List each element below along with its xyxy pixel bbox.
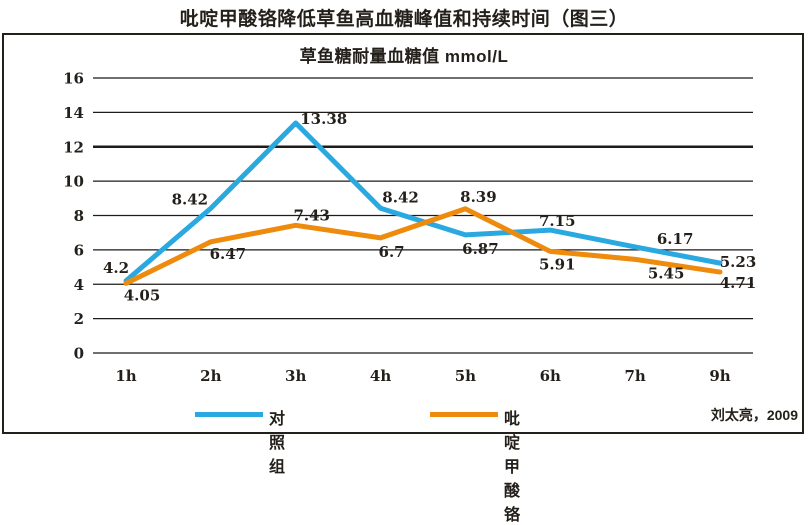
x-axis-label-6h: 6h: [540, 367, 561, 385]
data-label-control-7h: 6.17: [657, 230, 694, 248]
x-axis-label-7h: 7h: [624, 367, 645, 385]
legend-label-treatment: 吡啶甲酸铬: [504, 411, 522, 524]
x-axis-label-4h: 4h: [370, 367, 391, 385]
data-label-treatment-9h: 4.71: [720, 274, 757, 292]
y-tick-label-14: 14: [63, 104, 84, 122]
data-label-treatment-5h: 8.39: [460, 188, 497, 206]
data-label-control-1h: 4.2: [103, 259, 129, 277]
y-tick-label-0: 0: [74, 345, 84, 363]
data-label-control-6h: 7.15: [539, 212, 576, 230]
y-tick-label-8: 8: [74, 207, 84, 225]
data-label-treatment-1h: 4.05: [124, 286, 161, 304]
x-axis-label-9h: 9h: [709, 367, 730, 385]
y-tick-label-12: 12: [63, 138, 84, 156]
chart-frame: [2, 33, 804, 434]
attribution-text: 刘太亮，2009: [710, 407, 798, 423]
y-tick-label-10: 10: [63, 173, 84, 191]
data-label-control-2h: 8.42: [172, 190, 209, 208]
legend-swatch-control: [195, 412, 263, 417]
data-label-control-9h: 5.23: [720, 253, 757, 271]
data-label-treatment-6h: 5.91: [539, 255, 576, 273]
plot-area: 0 2 4 6 8 10 12 14 16 1h 2h 3h 4h 5h 6h 7h 9h 4.2 8.42 13.3…: [63, 70, 757, 386]
legend-swatch-treatment: [430, 412, 498, 417]
data-label-treatment-3h: 7.43: [293, 206, 330, 224]
series-line-treatment: [123, 206, 723, 286]
data-label-treatment-4h: 6.7: [379, 243, 405, 261]
x-axis-label-5h: 5h: [455, 367, 476, 385]
y-tick-label-2: 2: [74, 310, 84, 328]
y-tick-label-4: 4: [74, 276, 84, 294]
page-title: 吡啶甲酸铬降低草鱼高血糖峰值和持续时间（图三）: [179, 9, 629, 30]
x-axis-label-3h: 3h: [285, 367, 306, 385]
legend-label-control: 对照组: [269, 411, 287, 476]
x-axis-label-2h: 2h: [200, 367, 221, 385]
chart-title: 草鱼糖耐量血糖值 mmol/L: [299, 47, 509, 66]
data-label-treatment-7h: 5.45: [648, 264, 685, 282]
y-tick-label-16: 16: [63, 70, 84, 88]
data-label-treatment-2h: 6.47: [210, 245, 247, 263]
data-label-control-5h: 6.87: [462, 240, 499, 258]
x-axis-label-1h: 1h: [115, 367, 136, 385]
y-tick-label-6: 6: [74, 241, 84, 259]
data-label-control-3h: 13.38: [300, 110, 347, 128]
data-label-control-4h: 8.42: [382, 188, 419, 206]
